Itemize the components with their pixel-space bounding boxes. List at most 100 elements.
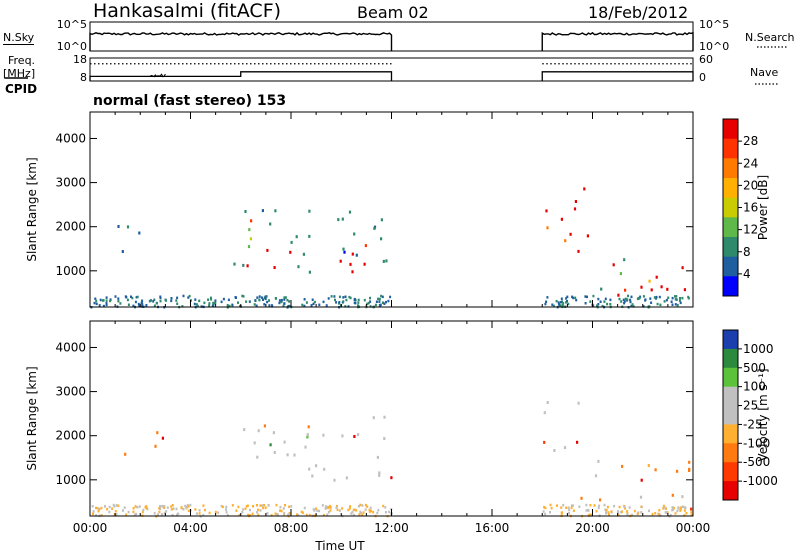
ground-scatter-speck [220,300,223,304]
ground-scatter-speck [198,299,201,303]
echo-cell-feature-3 [671,493,674,497]
ground-scatter-speck [112,503,115,507]
ground-scatter-speck [258,295,261,298]
ground-scatter-speck [603,300,606,303]
ground-scatter-speck [181,305,184,308]
ground-scatter-speck [188,294,191,298]
ground-scatter-speck [135,296,138,299]
ground-scatter-speck [208,302,211,305]
colorbar-tick-label: 12 [743,223,758,237]
ground-scatter-speck [683,509,686,512]
ground-scatter-speck [166,506,169,509]
ground-scatter-speck [632,305,635,308]
ground-scatter-speck [338,301,341,304]
ground-scatter-speck [649,297,652,300]
ground-scatter-speck [102,299,105,302]
power-scatter-group [90,187,690,309]
echo-cell-feature-1 [297,265,300,269]
echo-cell-feature-1 [341,217,344,221]
ground-scatter-speck [226,304,229,307]
ground-scatter-speck [334,298,336,302]
ground-scatter-speck [589,504,592,507]
ground-scatter-speck [140,305,143,308]
ground-scatter-speck [654,512,657,515]
ground-scatter-speck [226,514,229,517]
ground-scatter-speck [153,304,156,307]
ground-scatter-speck [348,295,351,299]
ground-scatter-speck [257,513,260,517]
ground-scatter-speck [683,506,686,509]
ground-scatter-speck [175,299,178,302]
echo-cell-feature-1 [343,250,346,254]
ground-scatter-speck [683,514,686,517]
ground-scatter-speck [350,512,353,515]
ground-scatter-speck [95,506,97,510]
ground-scatter-speck [137,302,140,306]
colorbar-tick-label: 20 [743,178,758,192]
ground-scatter-speck [654,297,657,300]
ground-scatter-speck [278,299,281,302]
ground-scatter-speck [267,504,270,507]
ground-scatter-speck [557,301,560,304]
echo-cell-feature-3 [580,496,583,500]
ground-scatter-speck [262,506,265,510]
echo-cell-feature-0 [121,250,124,253]
ground-scatter-speck [380,294,383,298]
ground-scatter-speck [566,295,569,299]
ground-scatter-speck [158,510,161,514]
y-axis-label: Slant Range [km] [25,366,39,470]
ground-scatter-speck [372,510,375,514]
ground-scatter-speck [260,296,263,299]
echo-cell-feature-1 [306,433,309,437]
echo-cell-feature-3 [681,495,684,499]
ground-scatter-speck [259,509,262,512]
ground-scatter-speck [96,507,99,510]
ground-scatter-speck [542,510,545,513]
echo-cell-feature-1 [380,237,383,241]
ground-scatter-speck [587,508,590,512]
ground-scatter-speck [246,504,249,508]
ground-scatter-speck [225,511,228,514]
echo-cell-feature-1 [307,425,310,429]
echo-cell-feature-2 [363,262,366,266]
ground-scatter-speck [678,299,681,302]
ground-scatter-speck [357,505,360,508]
ground-scatter-speck [249,508,251,512]
ground-scatter-speck [159,505,161,508]
echo-cell-feature-4 [600,287,603,291]
ground-scatter-speck [606,302,609,306]
echo-cell-feature-1 [308,234,311,238]
ground-scatter-speck [578,505,581,508]
ground-scatter-speck [623,505,626,509]
ground-scatter-speck [565,301,568,304]
ground-scatter-speck [598,504,601,508]
ground-scatter-speck [127,510,130,514]
ground-scatter-speck [159,296,162,300]
ground-scatter-speck [565,506,568,509]
colorbar-tick-label: -500 [743,455,770,469]
echo-cell-feature-1 [308,467,311,471]
echo-cell-feature-4 [617,293,620,297]
ground-scatter-speck [106,507,109,511]
ground-scatter-speck [565,297,568,300]
colorbar-tick-label: 8 [743,245,751,259]
ground-scatter-speck [592,294,595,298]
ground-scatter-speck [153,512,156,515]
ground-scatter-speck [608,513,610,516]
colorbar-label: Power [dB] [756,175,770,240]
ground-scatter-speck [342,296,345,299]
ground-scatter-speck [341,507,344,510]
noise-line-segment-1 [541,31,694,51]
ground-scatter-speck [384,506,387,509]
ground-scatter-speck [353,301,356,305]
freq-right-tick-low: 0 [699,71,706,84]
ground-scatter-speck [357,301,360,304]
ground-scatter-speck [603,503,606,507]
ground-scatter-speck [160,513,163,516]
echo-cell-feature-1 [376,455,379,459]
ground-scatter-speck [283,296,286,299]
ground-scatter-speck [550,506,553,510]
ground-scatter-speck [357,304,359,307]
ground-scatter-speck [568,508,571,512]
noise-right-tick-high: 10^5 [699,18,729,31]
